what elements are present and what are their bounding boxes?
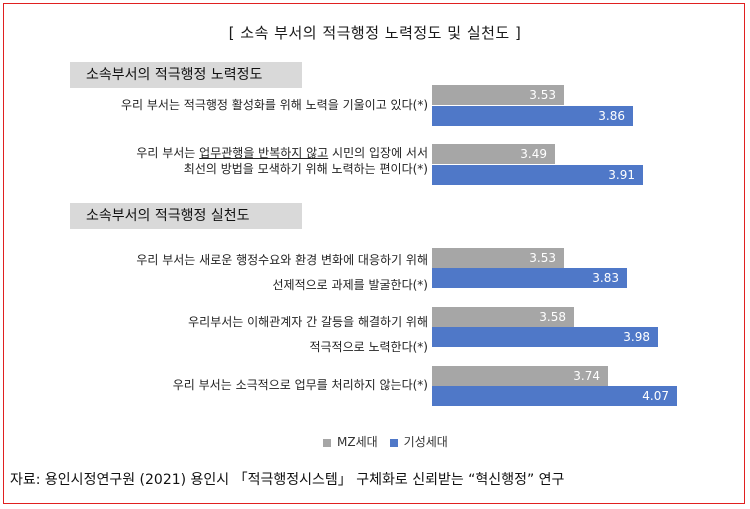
section-practice-label: 소속부서의 적극행정 실천도 bbox=[70, 203, 302, 229]
legend-item-mz: MZ세대 bbox=[323, 433, 378, 450]
question-4-line2: 적극적으로 노력한다(*) bbox=[309, 340, 428, 354]
question-5-line1: 우리 부서는 소극적으로 업무를 처리하지 않는다(*) bbox=[172, 378, 428, 392]
bar-value-gs-5: 4.07 bbox=[642, 389, 669, 403]
question-2-line1-underlined: 업무관행을 반복하지 않고 bbox=[199, 146, 329, 160]
legend-swatch-mz bbox=[323, 438, 331, 447]
question-3-line1: 우리 부서는 새로운 행정수요와 환경 변화에 대응하기 위해 bbox=[136, 253, 428, 267]
question-2-line1-post: 시민의 입장에 서서 bbox=[328, 146, 428, 160]
bar-gs-5 bbox=[432, 386, 677, 406]
question-label-2: 우리 부서는 업무관행을 반복하지 않고 시민의 입장에 서서 최선의 방법을 … bbox=[136, 145, 428, 177]
bar-gs-4 bbox=[432, 327, 658, 347]
bar-mz-4 bbox=[432, 307, 574, 327]
question-3-line2: 선제적으로 과제를 발굴한다(*) bbox=[272, 278, 428, 292]
bar-gs-3 bbox=[432, 268, 627, 288]
question-2-line2: 최선의 방법을 모색하기 위해 노력하는 편이다(*) bbox=[183, 162, 428, 176]
question-2-line1-pre: 우리 부서는 bbox=[136, 146, 200, 160]
question-label-3: 우리 부서는 새로운 행정수요와 환경 변화에 대응하기 위해 선제적으로 과제… bbox=[136, 248, 428, 298]
bar-gs-2 bbox=[432, 165, 643, 185]
section-effort-label: 소속부서의 적극행정 노력정도 bbox=[70, 62, 302, 88]
legend: MZ세대 기성세대 bbox=[323, 433, 448, 450]
bar-value-mz-4: 3.58 bbox=[539, 310, 566, 324]
question-label-4: 우리부서는 이해관계자 간 갈등을 해결하기 위해 적극적으로 노력한다(*) bbox=[188, 310, 428, 360]
bar-value-gs-3: 3.83 bbox=[592, 271, 619, 285]
bar-mz-1 bbox=[432, 85, 564, 105]
legend-item-gs: 기성세대 bbox=[389, 433, 448, 450]
source-note: 자료: 용인시정연구원 (2021) 용인시 「적극행정시스템」 구체화로 신뢰… bbox=[10, 472, 565, 488]
question-4-line1: 우리부서는 이해관계자 간 갈등을 해결하기 위해 bbox=[188, 315, 428, 329]
bar-value-gs-4: 3.98 bbox=[623, 330, 650, 344]
bar-value-gs-2: 3.91 bbox=[608, 168, 635, 182]
bar-gs-1 bbox=[432, 106, 633, 126]
question-1-line1: 우리 부서는 적극행정 활성화를 위해 노력을 기울이고 있다(*) bbox=[120, 98, 428, 112]
bar-mz-2 bbox=[432, 144, 555, 164]
bar-value-mz-3: 3.53 bbox=[529, 251, 556, 265]
legend-swatch-gs bbox=[389, 438, 398, 447]
bar-mz-5 bbox=[432, 366, 608, 386]
bar-value-mz-2: 3.49 bbox=[520, 147, 547, 161]
bar-mz-3 bbox=[432, 248, 564, 268]
bar-value-gs-1: 3.86 bbox=[598, 109, 625, 123]
legend-label-mz: MZ세대 bbox=[337, 435, 378, 449]
question-label-1: 우리 부서는 적극행정 활성화를 위해 노력을 기울이고 있다(*) bbox=[121, 97, 428, 113]
chart-title: [ 소속 부서의 적극행정 노력정도 및 실천도 ] bbox=[228, 24, 522, 42]
legend-label-gs: 기성세대 bbox=[403, 435, 448, 449]
bar-value-mz-5: 3.74 bbox=[573, 369, 600, 383]
bar-value-mz-1: 3.53 bbox=[529, 88, 556, 102]
question-label-5: 우리 부서는 소극적으로 업무를 처리하지 않는다(*) bbox=[173, 377, 428, 393]
